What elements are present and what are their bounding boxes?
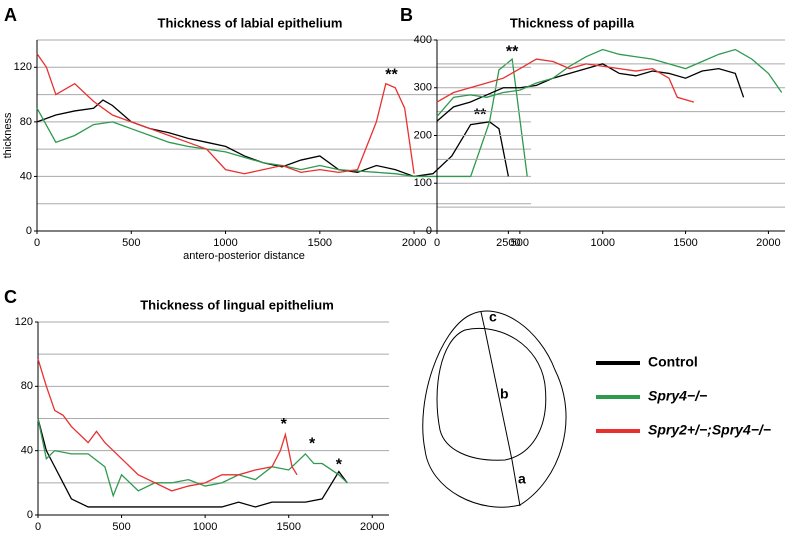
x-tick-label: 0 (34, 237, 40, 249)
annotation: ** (506, 43, 519, 60)
diagram-label: a (518, 471, 526, 487)
chart-title: Thickness of lingual epithelium (140, 297, 334, 312)
y-tick-label: 0 (27, 509, 33, 521)
y-tick-label: 400 (414, 34, 432, 46)
data-line (436, 48, 783, 117)
data-line (36, 99, 510, 178)
data-line (36, 57, 528, 178)
legend-label: Spry4−/− (648, 388, 707, 404)
panel-label: B (400, 5, 413, 25)
annotation: ** (474, 106, 487, 123)
y-tick-label: 0 (426, 225, 432, 237)
measure-c (480, 311, 486, 331)
data-line (436, 63, 745, 122)
legend-label: Spry2+/−;Spry4−/− (648, 422, 771, 438)
y-tick-label: 300 (414, 82, 432, 94)
panel-label: A (4, 5, 17, 25)
legend-label: Control (648, 354, 698, 370)
y-axis-label: thickness (2, 112, 14, 158)
outer-outline (422, 310, 567, 508)
x-tick-label: 0 (434, 237, 440, 249)
data-line (37, 418, 348, 498)
x-tick-label: 2000 (756, 237, 780, 249)
annotation: * (281, 416, 288, 433)
diagram-label: c (489, 309, 497, 325)
y-tick-label: 120 (14, 61, 32, 73)
annotation: * (309, 435, 316, 452)
data-line (36, 53, 415, 175)
x-tick-label: 1500 (308, 237, 332, 249)
data-line (37, 418, 348, 508)
annotation: * (336, 456, 343, 473)
y-tick-label: 0 (26, 225, 32, 237)
measure-b (484, 329, 513, 461)
x-tick-label: 1000 (213, 237, 237, 249)
y-tick-label: 100 (414, 177, 432, 189)
x-tick-label: 1000 (193, 521, 217, 533)
panel-label: C (4, 287, 17, 307)
data-line (436, 58, 695, 103)
x-tick-label: 500 (112, 521, 130, 533)
diagram (422, 310, 567, 508)
x-tick-label: 2500 (496, 237, 520, 249)
x-tick-label: 1500 (673, 237, 697, 249)
y-tick-label: 40 (20, 170, 32, 182)
y-tick-label: 200 (414, 129, 432, 141)
x-tick-label: 1500 (276, 521, 300, 533)
x-tick-label: 2000 (360, 521, 384, 533)
y-tick-label: 40 (21, 445, 33, 457)
x-axis-label: antero-posterior distance (183, 250, 305, 262)
x-tick-label: 500 (122, 237, 140, 249)
x-tick-label: 1000 (590, 237, 614, 249)
x-tick-label: 500 (511, 237, 529, 249)
chart-title: Thickness of labial epithelium (158, 15, 343, 30)
data-line (37, 358, 298, 492)
y-tick-label: 120 (15, 316, 33, 328)
y-tick-label: 80 (20, 116, 32, 128)
x-tick-label: 2000 (402, 237, 426, 249)
y-tick-label: 80 (21, 380, 33, 392)
diagram-label: b (500, 386, 509, 402)
inner-outline (436, 328, 547, 461)
chart-title: Thickness of papilla (510, 15, 635, 30)
measure-a (511, 459, 521, 507)
x-tick-label: 0 (35, 521, 41, 533)
annotation: ** (385, 67, 398, 84)
